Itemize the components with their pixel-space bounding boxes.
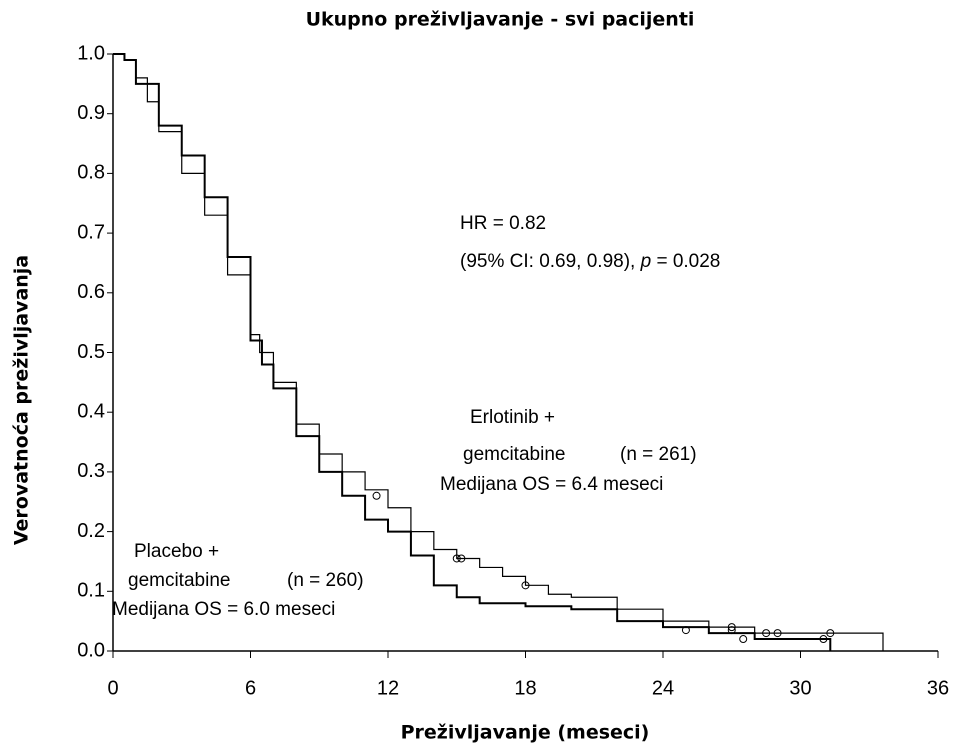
x-tick-label: 24 bbox=[652, 677, 674, 699]
annotation: (n = 260) bbox=[287, 570, 364, 591]
y-tick-label: 0.8 bbox=[77, 162, 105, 184]
annotation: Placebo + bbox=[134, 541, 219, 562]
censor-mark bbox=[762, 629, 771, 638]
y-tick-label: 0.5 bbox=[77, 341, 105, 363]
x-axis-label: Preživljavanje (meseci) bbox=[401, 722, 650, 744]
survival-curve bbox=[113, 53, 832, 651]
x-tick-label: 30 bbox=[789, 677, 811, 699]
censor-mark bbox=[457, 554, 466, 563]
annotation: gemcitabine bbox=[463, 444, 565, 465]
annotation: HR = 0.82 bbox=[460, 213, 546, 234]
y-tick-label: 0.2 bbox=[77, 520, 105, 542]
y-tick-label: 0.1 bbox=[77, 580, 105, 602]
annotation: = 0.028 bbox=[651, 251, 720, 272]
y-tick-label: 1.0 bbox=[77, 42, 105, 64]
annotation: (n = 261) bbox=[620, 444, 697, 465]
censor-mark bbox=[681, 626, 690, 635]
y-tick-label: 0.7 bbox=[77, 221, 105, 243]
y-axis-label: Verovatnoća preživljavanja bbox=[11, 255, 33, 545]
censor-mark bbox=[819, 635, 828, 644]
annotation: gemcitabine bbox=[128, 570, 230, 591]
censor-mark bbox=[372, 491, 381, 500]
y-tick-label: 0.9 bbox=[77, 102, 105, 124]
x-tick-label: 12 bbox=[377, 677, 399, 699]
x-tick-label: 0 bbox=[107, 677, 118, 699]
y-tick-label: 0.4 bbox=[77, 400, 105, 422]
censor-mark bbox=[739, 635, 748, 644]
chart-title: Ukupno preživljavanje - svi pacijenti bbox=[306, 9, 695, 31]
annotation: Medijana OS = 6.4 meseci bbox=[440, 474, 663, 495]
annotation: (95% CI: 0.69, 0.98), bbox=[460, 251, 641, 272]
censor-mark bbox=[521, 581, 530, 590]
y-tick-label: 0.3 bbox=[77, 460, 105, 482]
x-tick-label: 36 bbox=[927, 677, 949, 699]
annotation: (95% CI: 0.69, 0.98), p = 0.028 bbox=[460, 251, 720, 272]
annotation: Medijana OS = 6.0 meseci bbox=[112, 599, 335, 620]
censor-mark bbox=[727, 623, 736, 632]
y-tick-label: 0.0 bbox=[77, 639, 105, 661]
censor-mark bbox=[826, 629, 835, 638]
y-tick-label: 0.6 bbox=[77, 281, 105, 303]
annotation: p bbox=[640, 251, 652, 272]
annotation: Erlotinib + bbox=[470, 407, 555, 428]
survival-curve bbox=[113, 53, 884, 651]
censor-mark bbox=[773, 629, 782, 638]
censor-mark bbox=[452, 554, 461, 563]
x-tick-label: 6 bbox=[245, 677, 256, 699]
x-tick-label: 18 bbox=[514, 677, 536, 699]
